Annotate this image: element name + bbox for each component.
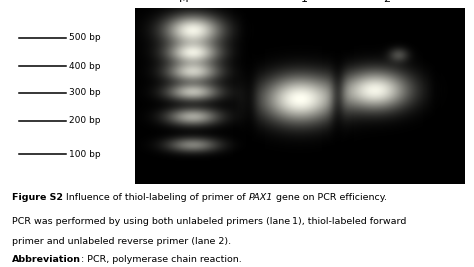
Text: M: M [179, 0, 189, 4]
Text: 300 bp: 300 bp [69, 88, 100, 97]
Text: 400 bp: 400 bp [69, 62, 100, 71]
Text: PCR was performed by using both unlabeled primers (lane 1), thiol-labeled forwar: PCR was performed by using both unlabele… [12, 217, 406, 226]
Text: 1: 1 [301, 0, 308, 4]
Text: gene on PCR efficiency.: gene on PCR efficiency. [273, 193, 387, 202]
Text: 500 bp: 500 bp [69, 33, 100, 42]
Text: 2: 2 [383, 0, 390, 4]
Text: 200 bp: 200 bp [69, 116, 100, 125]
Text: : PCR, polymerase chain reaction.: : PCR, polymerase chain reaction. [81, 255, 242, 264]
Text: Abbreviation: Abbreviation [12, 255, 81, 264]
Text: Figure S2: Figure S2 [12, 193, 63, 202]
Text: primer and unlabeled reverse primer (lane 2).: primer and unlabeled reverse primer (lan… [12, 237, 231, 246]
Text: 100 bp: 100 bp [69, 150, 100, 159]
Text: PAX1: PAX1 [248, 193, 273, 202]
Text: Influence of thiol-labeling of primer of: Influence of thiol-labeling of primer of [63, 193, 248, 202]
